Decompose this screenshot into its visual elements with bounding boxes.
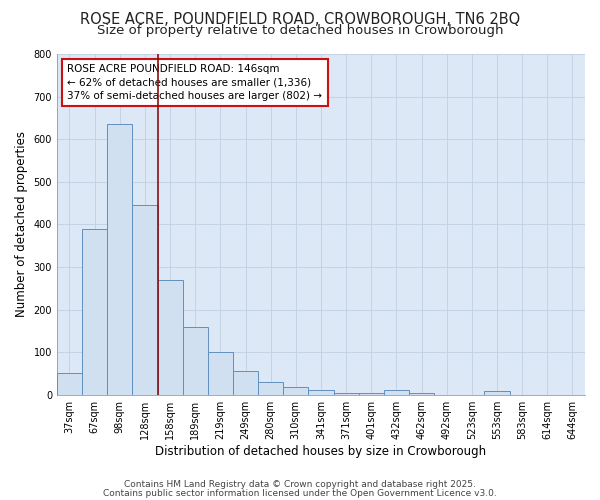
Bar (484, 392, 509, 394)
Bar (82, 228, 107, 394)
Bar (233, 372, 258, 394)
Bar (308, 390, 334, 394)
Bar (107, 124, 133, 394)
Text: Size of property relative to detached houses in Crowborough: Size of property relative to detached ho… (97, 24, 503, 37)
Text: Contains public sector information licensed under the Open Government Licence v3: Contains public sector information licen… (103, 488, 497, 498)
Text: Contains HM Land Registry data © Crown copyright and database right 2025.: Contains HM Land Registry data © Crown c… (124, 480, 476, 489)
Bar (182, 326, 208, 394)
Y-axis label: Number of detached properties: Number of detached properties (15, 132, 28, 318)
X-axis label: Distribution of detached houses by size in Crowborough: Distribution of detached houses by size … (155, 444, 487, 458)
Bar (334, 392, 359, 394)
Bar (208, 352, 233, 395)
Bar (158, 280, 182, 394)
Text: ROSE ACRE, POUNDFIELD ROAD, CROWBOROUGH, TN6 2BQ: ROSE ACRE, POUNDFIELD ROAD, CROWBOROUGH,… (80, 12, 520, 28)
Text: ROSE ACRE POUNDFIELD ROAD: 146sqm
← 62% of detached houses are smaller (1,336)
3: ROSE ACRE POUNDFIELD ROAD: 146sqm ← 62% … (67, 64, 322, 100)
Bar (133, 205, 158, 394)
Bar (384, 390, 409, 394)
Bar (283, 387, 308, 394)
Bar (258, 382, 283, 394)
Bar (57, 374, 82, 394)
